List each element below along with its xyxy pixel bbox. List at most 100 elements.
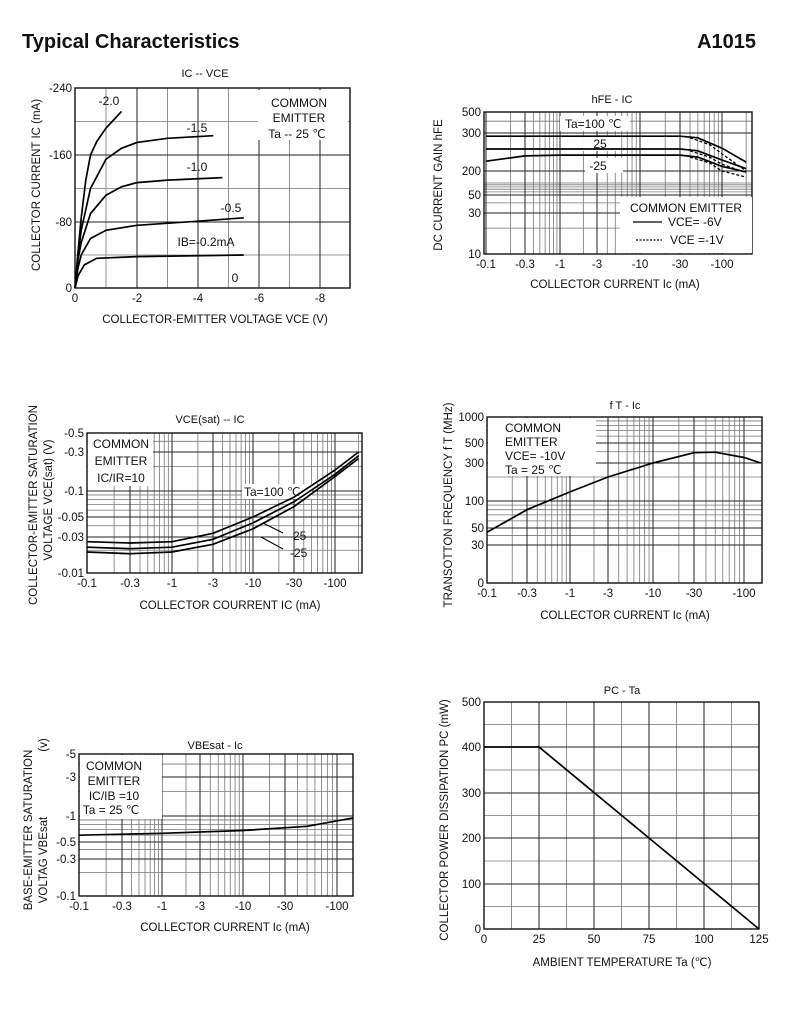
x-tick-label: -30 xyxy=(672,259,689,271)
label-pointer xyxy=(260,536,284,550)
y-tick-label: 0 xyxy=(66,283,72,295)
legend-entry: VCE= -6V xyxy=(668,215,722,229)
y-tick-label: -160 xyxy=(49,150,72,162)
chart-title: IC -- VCE xyxy=(181,68,228,80)
y-axis-label-line2: VOLTAGE VCE(sat) (V) xyxy=(43,439,55,560)
series-label: 25 xyxy=(293,529,307,543)
chart-title: hFE - IC xyxy=(592,94,633,106)
x-tick-label: -0.3 xyxy=(517,588,537,600)
y-tick-label: 300 xyxy=(465,458,484,470)
x-tick-label: -0.3 xyxy=(515,259,535,271)
legend-line: Ta = 25 ℃ xyxy=(83,803,140,817)
series-line-ib-1-0ma xyxy=(74,176,223,289)
y-tick-label: 30 xyxy=(468,208,481,220)
legend: COMMON EMITTER IC/IR=10 xyxy=(93,437,149,485)
x-tick-label: 100 xyxy=(694,934,713,946)
x-tick-label: -10 xyxy=(645,588,662,600)
y-tick-label: -0.1 xyxy=(64,486,84,498)
x-tick-label: -0.1 xyxy=(69,901,89,913)
y-tick-label: -0.5 xyxy=(64,428,84,440)
label-background xyxy=(560,116,630,131)
label-background xyxy=(242,484,312,499)
series-label: Ta=100 ℃ xyxy=(244,485,301,499)
chart-title: PC - Ta xyxy=(604,685,641,697)
series-label: -0.5 xyxy=(221,201,242,215)
x-tick-label: -100 xyxy=(732,588,755,600)
label-background xyxy=(583,136,619,151)
legend-line: Ta = 25 ℃ xyxy=(505,463,562,477)
legend-box xyxy=(88,434,153,486)
plot-frame xyxy=(483,111,753,255)
y-tick-label: -0.1 xyxy=(56,891,76,903)
y-tick-label: 100 xyxy=(465,496,484,508)
series-line-ib-0-5ma xyxy=(74,216,244,289)
series-label: Ta=100 ℃ xyxy=(565,117,622,131)
series-label: -1.0 xyxy=(187,160,208,174)
page-heading: Typical Characteristics xyxy=(22,31,240,53)
chart-pc-ta: 0 25 50 75 100 125 0 100 200 300 400 500 PC - Ta AM… xyxy=(439,685,769,969)
x-tick-label: -3 xyxy=(208,578,218,590)
x-tick-label: 125 xyxy=(749,934,768,946)
series-line-ib-2-0ma xyxy=(74,110,123,289)
series-label: -25 xyxy=(290,546,308,560)
y-tick-label: 50 xyxy=(468,190,481,202)
y-tick-label: 200 xyxy=(462,833,481,845)
legend-line: IC/IR=10 xyxy=(97,471,145,485)
legend: COMMON EMITTER IC/IB =10 Ta = 25 ℃ xyxy=(83,759,142,817)
y-tick-label: -0.03 xyxy=(58,532,84,544)
y-tick-label: 1000 xyxy=(458,412,484,424)
x-tick-label: 75 xyxy=(643,934,656,946)
legend-line: COMMON xyxy=(93,437,149,451)
y-axis-label-line2: VOLTAG VBEsat xyxy=(38,816,50,903)
legend-line: EMITTER xyxy=(95,454,148,468)
x-tick-label: -3 xyxy=(195,901,205,913)
series-line-ta-25 xyxy=(86,455,360,550)
legend-line: COMMON xyxy=(86,759,142,773)
chart-ft-ic: -0.1 -0.3 -1 -3 -10 -30 -100 0 30 50 100 300 500 1000… xyxy=(443,400,763,622)
x-tick-label: -100 xyxy=(325,901,348,913)
x-tick-label: -10 xyxy=(245,578,262,590)
chart-title: VBEsat - Ic xyxy=(187,740,243,752)
series-line-ta-100-vce-6v xyxy=(486,135,747,163)
y-tick-label: -1 xyxy=(66,811,76,823)
x-tick-label: -0.1 xyxy=(477,588,497,600)
y-tick-label: -5 xyxy=(66,749,76,761)
legend-line: IC/IB =10 xyxy=(89,789,140,803)
chart-hfe-ic: -0.1 -0.3 -1 -3 -10 -30 -100 10 30 50 200 300 500 hF… xyxy=(433,94,753,291)
y-axis-label: BASE-EMITTER SATURATION xyxy=(23,750,35,911)
x-tick-label: -100 xyxy=(323,578,346,590)
legend: COMMON EMITTER Ta -- 25 ℃ xyxy=(268,96,327,141)
series-line-ib-0-2ma xyxy=(74,254,244,289)
y-tick-label: 100 xyxy=(462,879,481,891)
plot-frame xyxy=(486,416,763,584)
x-tick-label: 0 xyxy=(72,293,78,305)
y-tick-label: -240 xyxy=(49,83,72,95)
y-tick-label: 500 xyxy=(465,438,484,450)
x-tick-label: -8 xyxy=(315,293,325,305)
y-tick-label: 10 xyxy=(468,249,481,261)
series-line-ta-25 xyxy=(86,457,360,555)
x-axis-label: COLLECTOR COURRENT IC (mA) xyxy=(139,600,320,612)
y-tick-label: -0.3 xyxy=(64,447,84,459)
legend-box xyxy=(620,197,752,253)
chart-title: VCE(sat) -- IC xyxy=(175,414,244,426)
x-tick-label: -0.1 xyxy=(476,259,496,271)
legend-line: Ta -- 25 ℃ xyxy=(268,127,326,141)
x-tick-label: -30 xyxy=(286,578,303,590)
y-tick-label: 30 xyxy=(471,540,484,552)
series-label: 25 xyxy=(593,137,607,151)
x-tick-label: -1 xyxy=(555,259,565,271)
y-axis-label: TRANSOTTON FREQUENCY f T (MHz) xyxy=(443,402,455,607)
x-tick-label: -10 xyxy=(632,259,649,271)
legend-title: COMMON EMITTER xyxy=(630,201,742,215)
x-tick-label: -10 xyxy=(235,901,252,913)
x-tick-label: -30 xyxy=(686,588,703,600)
series-label: -25 xyxy=(589,159,607,173)
x-tick-label: 50 xyxy=(588,934,601,946)
y-axis-label: COLLECTOR POWER DISSIPATION PC (mW) xyxy=(439,699,451,941)
legend-box xyxy=(488,418,596,476)
x-axis-label: COLLECTOR CURRENT Ic (mA) xyxy=(140,922,310,934)
y-axis-label: DC CURRENT GAIN hFE xyxy=(433,119,445,251)
y-tick-label: 0 xyxy=(478,578,484,590)
y-tick-label: 500 xyxy=(462,697,481,709)
